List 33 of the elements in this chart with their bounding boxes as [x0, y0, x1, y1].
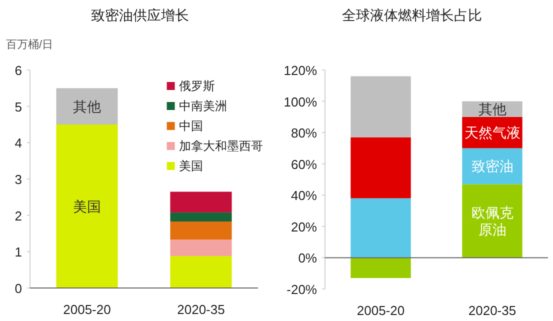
- y-tick-label: 2: [14, 208, 22, 224]
- legend-label: 中国: [178, 119, 203, 133]
- y-tick-label: 40%: [290, 188, 318, 204]
- x-tick-label: 2020-35: [468, 303, 516, 318]
- y-tick-label: 80%: [290, 126, 318, 141]
- data-label: 其他: [73, 98, 101, 114]
- y-tick-label: -20%: [286, 282, 318, 297]
- y-tick-label: 1: [14, 244, 22, 260]
- y-axis-title: 百万桶/日: [6, 39, 54, 51]
- y-tick-label: 5: [14, 99, 22, 114]
- data-label: 欧佩克原油: [471, 204, 514, 238]
- y-tick-label: 4: [14, 136, 22, 151]
- y-tick-label: 0: [14, 281, 22, 296]
- data-label: 致密油: [471, 158, 514, 174]
- y-tick-label: 60%: [290, 156, 318, 172]
- chart-title: 致密油供应增长: [91, 7, 189, 23]
- y-tick-label: 6: [14, 63, 22, 78]
- chart-title: 全球液体燃料增长占比: [342, 7, 482, 23]
- data-label: 美国: [73, 198, 101, 214]
- y-tick-label: 20%: [290, 219, 318, 234]
- y-tick-label: 100%: [284, 94, 318, 110]
- y-tick-label: 3: [14, 172, 22, 187]
- x-tick-label: 2020-35: [177, 302, 225, 317]
- data-label: 天然气液: [464, 124, 520, 141]
- data-label: 其他: [478, 101, 506, 118]
- legend-label: 俄罗斯: [178, 79, 215, 93]
- x-tick-label: 2005-20: [356, 303, 405, 318]
- y-tick-label: 0%: [298, 250, 318, 266]
- legend-label: 中南美洲: [178, 99, 227, 113]
- legend-label: 加拿大和墨西哥: [178, 139, 263, 153]
- x-tick-label: 2005-20: [63, 302, 111, 317]
- y-tick-label: 120%: [284, 63, 318, 78]
- legend-label: 美国: [178, 159, 203, 173]
